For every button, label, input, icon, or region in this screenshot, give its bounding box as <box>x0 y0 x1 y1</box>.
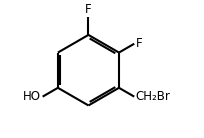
Text: F: F <box>136 37 142 50</box>
Text: F: F <box>85 3 92 16</box>
Text: CH₂Br: CH₂Br <box>136 90 171 103</box>
Text: HO: HO <box>23 90 41 103</box>
